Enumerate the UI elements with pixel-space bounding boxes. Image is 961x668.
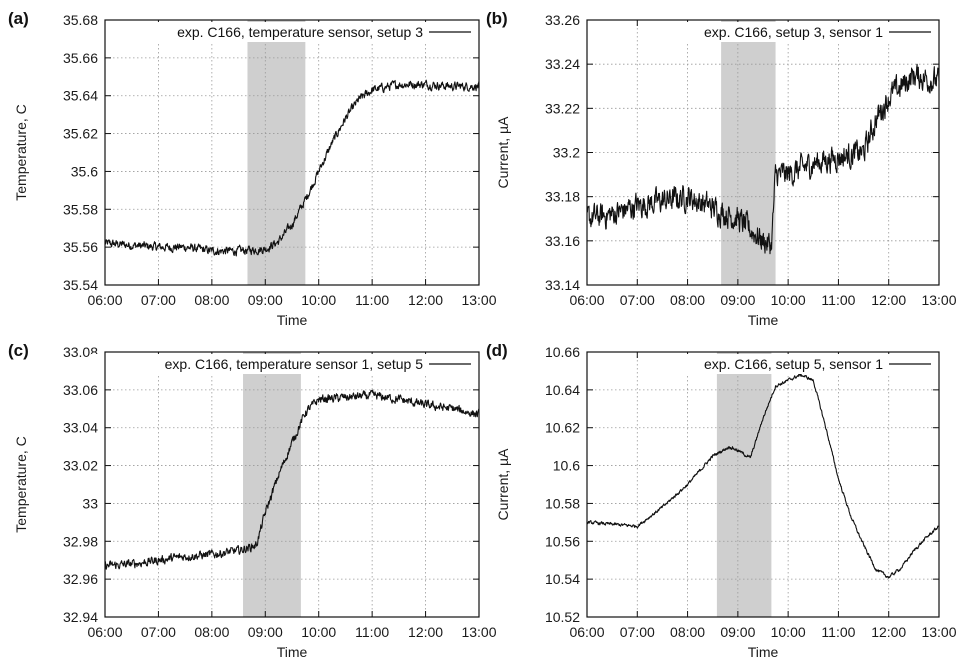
shaded-interval	[243, 352, 301, 617]
x-tick-label: 10:00	[301, 624, 336, 640]
y-tick-label: 35.68	[63, 12, 98, 28]
y-tick-label: 35.64	[63, 88, 98, 104]
y-tick-label: 32.94	[63, 609, 98, 625]
x-tick-label: 09:00	[248, 292, 283, 308]
x-tick-label: 13:00	[461, 292, 496, 308]
y-tick-label: 33.14	[545, 277, 580, 293]
y-axis-label: Temperature, C	[13, 436, 29, 532]
legend-label: exp. C166, temperature sensor 1, setup 5	[165, 356, 424, 372]
y-tick-label: 33.04	[63, 420, 98, 436]
x-tick-label: 12:00	[871, 292, 906, 308]
y-tick-label: 10.54	[545, 571, 580, 587]
shaded-interval	[247, 20, 306, 285]
y-axis-label: Temperature, C	[13, 104, 29, 200]
x-tick-label: 10:00	[771, 292, 806, 308]
x-tick-label: 09:00	[720, 624, 755, 640]
x-tick-label: 06:00	[569, 624, 604, 640]
x-tick-label: 07:00	[141, 624, 176, 640]
y-tick-label: 33.16	[545, 233, 580, 249]
x-axis-label: Time	[748, 644, 779, 660]
y-tick-label: 10.52	[545, 609, 580, 625]
x-tick-label: 11:00	[355, 292, 389, 308]
plot-frame	[586, 19, 940, 286]
chart-panel-2: 06:00 07:00 08:00 09:00 10:00 11:00 12:00 13:00…	[486, 9, 957, 328]
shaded-interval	[716, 352, 772, 617]
x-tick-label: 12:00	[871, 624, 906, 640]
y-tick-label: 10.56	[545, 533, 580, 549]
chart-panel-4: 06:00 07:00 08:00 09:00 10:00 11:00 12:00 13:00…	[486, 341, 957, 660]
y-tick-label: 33	[82, 495, 98, 511]
y-tick-label: 35.58	[63, 201, 98, 217]
x-axis-label: Time	[748, 312, 779, 328]
x-tick-label: 07:00	[620, 624, 655, 640]
x-axis-label: Time	[277, 312, 308, 328]
y-tick-label: 32.96	[63, 571, 98, 587]
y-axis-label: Current, µA	[495, 116, 511, 189]
x-tick-label: 12:00	[408, 292, 443, 308]
x-tick-label: 13:00	[921, 624, 956, 640]
x-tick-label: 08:00	[670, 292, 705, 308]
legend-label: exp. C166, setup 3, sensor 1	[704, 24, 883, 40]
x-tick-label: 09:00	[248, 624, 283, 640]
legend-label: exp. C166, temperature sensor, setup 3	[177, 24, 423, 40]
panel-label: (c)	[8, 341, 29, 360]
y-tick-label: 33.26	[545, 12, 580, 28]
x-tick-label: 13:00	[461, 624, 496, 640]
legend-background	[641, 354, 935, 374]
y-tick-label: 10.62	[545, 420, 580, 436]
legend-background	[91, 354, 475, 374]
y-tick-label: 35.6	[71, 163, 98, 179]
x-tick-label: 06:00	[569, 292, 604, 308]
chart-panel-3: 06:00 07:00 08:00 09:00 10:00 11:00 12:00 13:00…	[8, 341, 497, 660]
chart-panel-1: 06:00 07:00 08:00 09:00 10:00 11:00 12:00 13:00…	[8, 9, 497, 328]
panel-label: (d)	[486, 341, 508, 360]
x-axis-label: Time	[277, 644, 308, 660]
x-tick-label: 11:00	[821, 624, 855, 640]
y-tick-label: 33.06	[63, 382, 98, 398]
series-line	[104, 389, 480, 570]
legend-label: exp. C166, setup 5, sensor 1	[704, 356, 883, 372]
y-tick-label: 33.22	[545, 100, 580, 116]
x-tick-label: 11:00	[821, 292, 855, 308]
panel-label: (b)	[486, 9, 508, 28]
x-tick-label: 09:00	[720, 292, 755, 308]
y-tick-label: 35.54	[63, 277, 98, 293]
x-tick-label: 12:00	[408, 624, 443, 640]
x-tick-label: 10:00	[301, 292, 336, 308]
plot-frame	[104, 19, 480, 286]
x-tick-label: 10:00	[771, 624, 806, 640]
y-tick-label: 33.2	[553, 145, 580, 161]
y-tick-label: 10.58	[545, 495, 580, 511]
x-tick-label: 08:00	[670, 624, 705, 640]
y-tick-label: 35.66	[63, 50, 98, 66]
x-tick-label: 06:00	[87, 292, 122, 308]
y-tick-label: 33.18	[545, 189, 580, 205]
x-tick-label: 07:00	[620, 292, 655, 308]
y-tick-label: 10.66	[545, 344, 580, 360]
x-tick-label: 08:00	[194, 624, 229, 640]
x-tick-label: 11:00	[355, 624, 389, 640]
series-line	[104, 79, 480, 257]
panel-label: (a)	[8, 9, 29, 28]
y-tick-label: 10.64	[545, 382, 580, 398]
y-tick-label: 35.56	[63, 239, 98, 255]
y-tick-label: 33.08	[63, 344, 98, 360]
y-tick-label: 10.6	[553, 458, 580, 474]
series-line	[586, 63, 940, 255]
plot-frame	[104, 351, 480, 618]
y-tick-label: 33.24	[545, 56, 580, 72]
y-tick-label: 32.98	[63, 533, 98, 549]
y-tick-label: 33.02	[63, 458, 98, 474]
x-tick-label: 08:00	[194, 292, 229, 308]
legend-background	[123, 22, 475, 42]
x-tick-label: 13:00	[921, 292, 956, 308]
x-tick-label: 07:00	[141, 292, 176, 308]
y-tick-label: 35.62	[63, 126, 98, 142]
y-axis-label: Current, µA	[495, 448, 511, 521]
series-line	[586, 372, 940, 579]
legend-background	[641, 22, 935, 42]
plot-frame	[586, 351, 940, 618]
x-tick-label: 06:00	[87, 624, 122, 640]
